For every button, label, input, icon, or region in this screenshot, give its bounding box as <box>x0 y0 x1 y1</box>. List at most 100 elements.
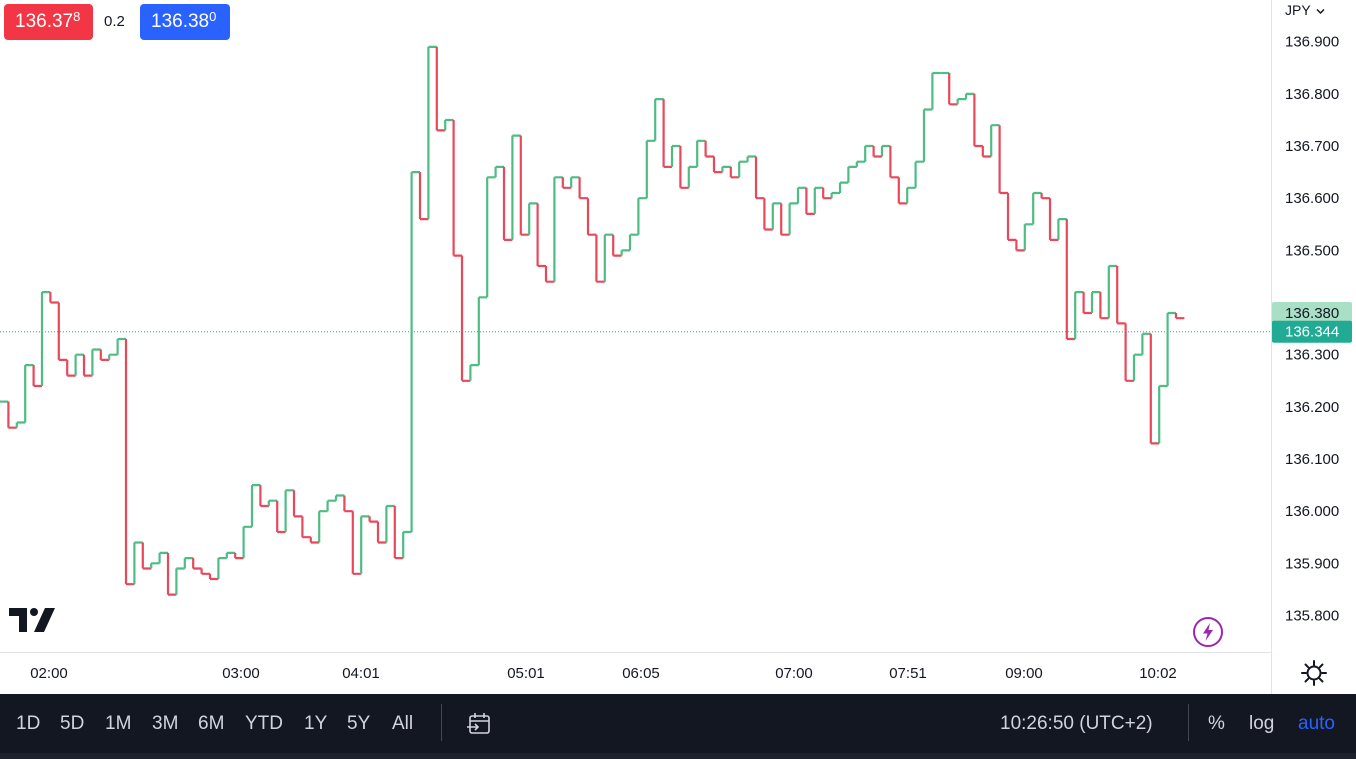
step-segment <box>830 191 840 199</box>
step-segment <box>1099 292 1109 320</box>
step-segment <box>990 124 1000 157</box>
step-segment <box>981 146 992 158</box>
y-tick-label: 136.200 <box>1285 399 1339 416</box>
price-chart[interactable]: 136.900 136.800 136.700 136.600 136.500 136.3… <box>0 0 1356 694</box>
step-segment <box>427 45 437 220</box>
step-segment <box>1023 223 1034 251</box>
bottom-toolbar: 1D 5D 1M 3M 6M YTD 1Y 5Y All % log auto <box>0 694 1356 753</box>
toolbar-divider <box>1188 704 1189 741</box>
chevron-down-icon <box>1316 8 1325 14</box>
step-segment <box>662 99 672 168</box>
x-tick-label: 07:51 <box>889 665 927 682</box>
step-segment <box>292 490 303 518</box>
step-segment <box>309 537 320 544</box>
step-segment <box>343 495 353 513</box>
step-segment <box>141 542 152 570</box>
step-segment <box>746 155 756 162</box>
step-segment <box>570 176 580 188</box>
step-segment <box>334 494 345 501</box>
settings-gear-icon[interactable] <box>1300 659 1328 687</box>
step-segment <box>1166 311 1176 386</box>
date-range-calendar-icon[interactable] <box>465 710 493 738</box>
step-segment <box>544 266 555 283</box>
step-segment <box>612 234 622 257</box>
y-tick-label: 136.800 <box>1285 86 1339 103</box>
step-segment <box>847 165 857 183</box>
step-segment <box>234 552 244 560</box>
step-segment <box>32 365 42 388</box>
range-ytd-button[interactable]: YTD <box>245 713 283 734</box>
y-tick-label: 136.900 <box>1285 34 1339 51</box>
step-segment <box>511 134 521 240</box>
range-1y-button[interactable]: 1Y <box>304 713 328 734</box>
step-segment <box>477 296 488 366</box>
step-segment <box>822 187 832 200</box>
clock-timezone[interactable]: 10:26:50 (UTC+2) <box>1000 713 1153 734</box>
step-segment <box>368 516 378 523</box>
step-segment <box>444 118 454 131</box>
step-segment <box>536 203 546 268</box>
step-segment <box>973 93 983 148</box>
step-segment <box>754 156 765 200</box>
step-segment <box>175 567 185 595</box>
range-6m-button[interactable]: 6M <box>198 713 225 734</box>
currency-selector[interactable]: JPY <box>1285 2 1325 18</box>
spread-value: 0.2 <box>104 13 125 30</box>
x-tick-label: 09:00 <box>1005 665 1043 682</box>
y-tick-label: 136.100 <box>1285 451 1339 468</box>
y-tick-label: 136.300 <box>1285 347 1339 364</box>
step-segment <box>502 166 513 241</box>
range-all-button[interactable]: All <box>392 713 414 734</box>
step-segment <box>49 292 59 304</box>
range-5d-button[interactable]: 5D <box>60 713 85 734</box>
range-1m-button[interactable]: 1M <box>105 713 132 734</box>
y-tick-label: 136.600 <box>1285 190 1339 207</box>
step-segment <box>40 291 51 386</box>
step-segment <box>82 354 93 377</box>
step-segment <box>838 181 849 193</box>
y-tick-label: 135.800 <box>1285 608 1339 625</box>
step-segment <box>931 71 941 110</box>
lightning-icon[interactable] <box>1192 616 1224 648</box>
x-tick-label: 02:00 <box>30 665 68 682</box>
step-segment <box>1032 191 1042 225</box>
step-segment <box>242 525 252 559</box>
step-segment <box>796 186 807 204</box>
step-segment <box>897 177 908 205</box>
step-segment <box>1048 198 1059 241</box>
step-segment <box>276 500 286 534</box>
step-segment <box>528 202 538 235</box>
step-segment <box>956 98 966 105</box>
buy-price-button[interactable]: 136.380 <box>140 4 230 40</box>
step-segment <box>494 165 504 178</box>
step-segment <box>435 46 446 132</box>
price-label-box <box>1272 320 1352 343</box>
step-segment <box>452 120 462 257</box>
sell-price-button[interactable]: 136.378 <box>4 4 93 40</box>
step-segment <box>922 108 933 162</box>
step-segment <box>57 302 68 361</box>
step-segment <box>628 233 639 251</box>
percent-scale-button[interactable]: % <box>1208 713 1225 734</box>
range-1d-button[interactable]: 1D <box>16 713 41 734</box>
auto-scale-button[interactable]: auto <box>1298 713 1335 734</box>
step-segment <box>418 172 429 221</box>
step-segment <box>108 353 118 360</box>
step-segment <box>763 198 773 231</box>
x-tick-label: 10:02 <box>1139 665 1177 682</box>
step-segment <box>15 421 26 428</box>
step-segment <box>519 135 530 236</box>
range-3m-button[interactable]: 3M <box>152 713 179 734</box>
step-segment <box>7 401 17 429</box>
step-segment <box>948 73 958 106</box>
step-segment <box>771 202 782 230</box>
price-label-box <box>1272 302 1352 324</box>
y-tick-label: 136.700 <box>1285 138 1339 155</box>
log-scale-button[interactable]: log <box>1249 713 1275 734</box>
step-segment <box>91 348 101 376</box>
step-segment <box>351 511 362 575</box>
step-segment <box>267 499 278 506</box>
range-5y-button[interactable]: 5Y <box>347 713 371 734</box>
step-segment <box>200 568 210 575</box>
step-segment <box>805 187 815 215</box>
